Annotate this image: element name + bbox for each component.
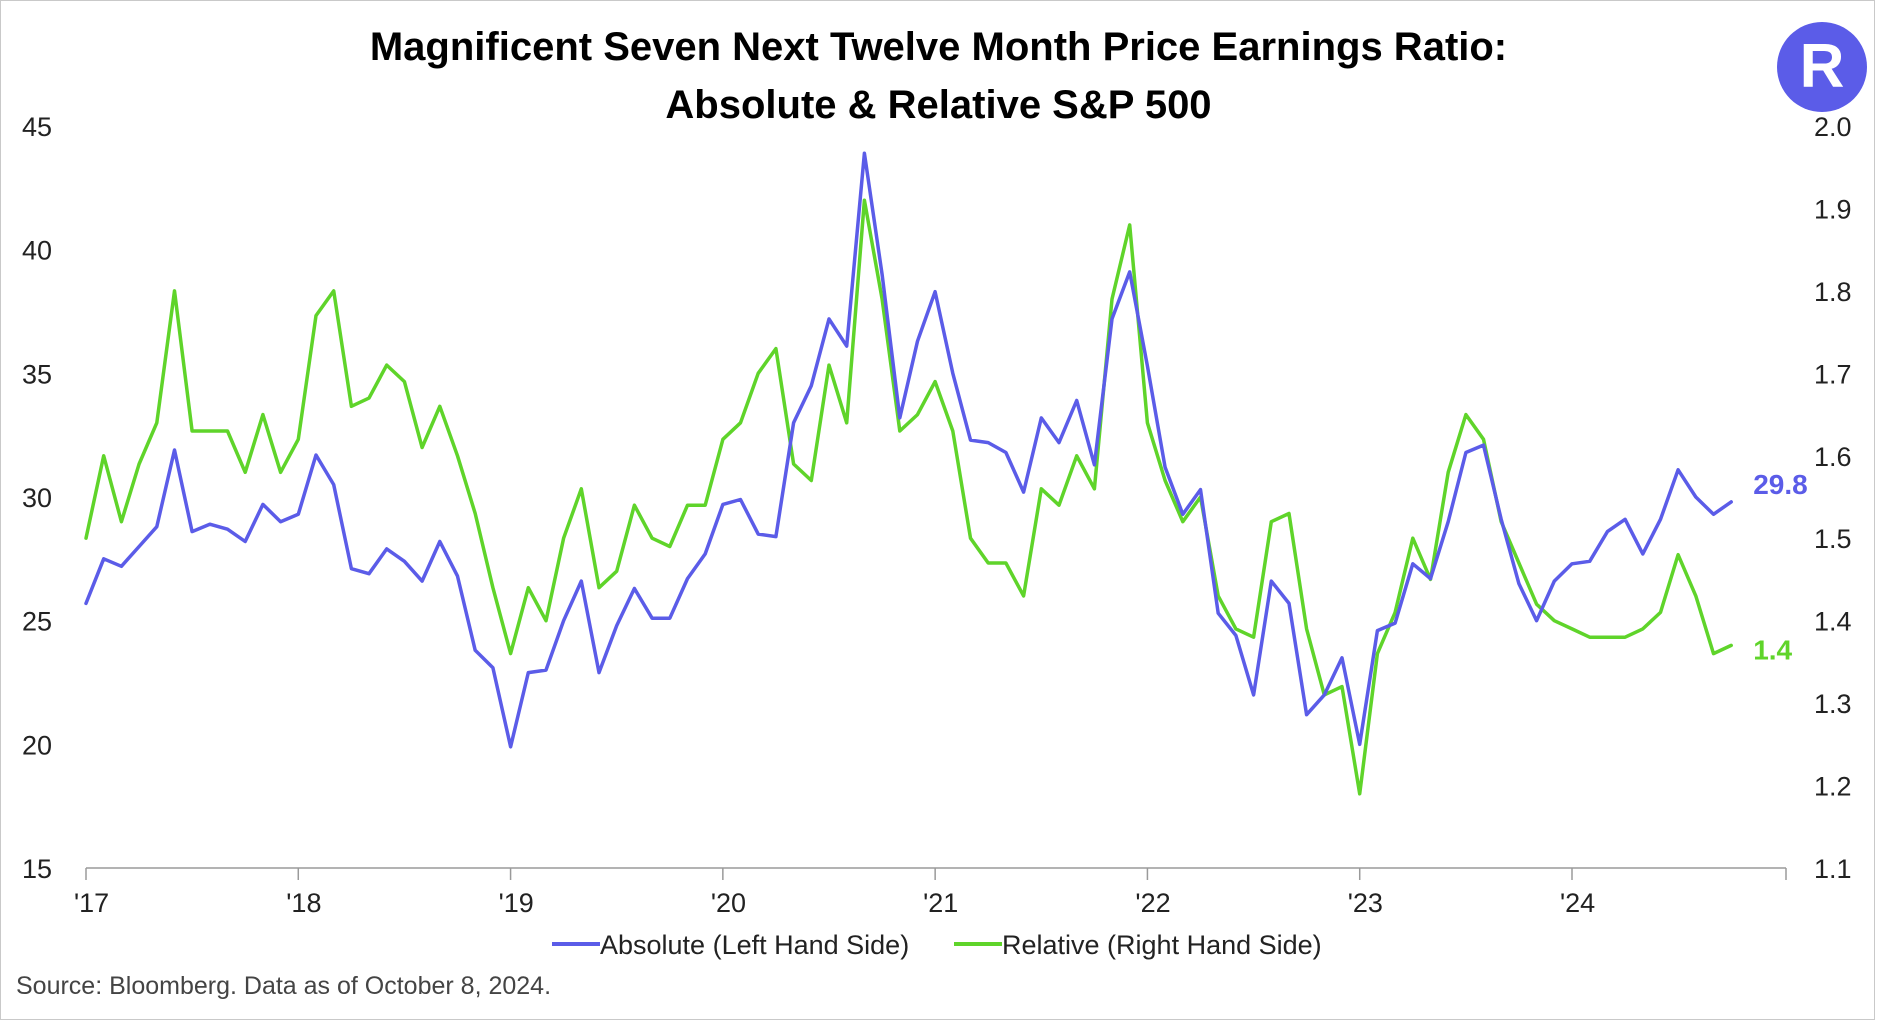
y-left-tick-label: 35 bbox=[22, 359, 52, 389]
y-right-tick-label: 1.6 bbox=[1814, 442, 1852, 472]
x-tick-label: '22 bbox=[1135, 888, 1170, 918]
x-tick-label: '17 bbox=[74, 888, 109, 918]
y-right-tick-label: 1.3 bbox=[1814, 689, 1852, 719]
line-chart: '17 '18 '19 '20 '21 '22 '23 '24 15 20 25 30 35 40 45 1.… bbox=[22, 112, 1852, 960]
y-left-tick-label: 20 bbox=[22, 730, 52, 760]
end-label-absolute: 29.8 bbox=[1753, 469, 1808, 500]
y-right-tick-label: 1.7 bbox=[1814, 359, 1852, 389]
y-right-tick-label: 1.2 bbox=[1814, 772, 1852, 802]
y-left-tick-label: 25 bbox=[22, 607, 52, 637]
y-left-tick-label: 30 bbox=[22, 483, 52, 513]
x-tick-label: '18 bbox=[286, 888, 321, 918]
y-right-tick-label: 2.0 bbox=[1814, 112, 1852, 142]
series-line-absolute bbox=[84, 151, 1733, 749]
chart-title-line-2: Absolute & Relative S&P 500 bbox=[665, 83, 1212, 127]
source-note: Source: Bloomberg. Data as of October 8,… bbox=[16, 972, 552, 1000]
x-tick-label: '20 bbox=[711, 888, 746, 918]
end-label-relative: 1.4 bbox=[1753, 634, 1792, 665]
x-tick-label: '24 bbox=[1560, 888, 1595, 918]
series-line-relative bbox=[84, 198, 1733, 796]
y-right-tick-label: 1.4 bbox=[1814, 607, 1852, 637]
y-right-tick-label: 1.5 bbox=[1814, 524, 1852, 554]
y-right-tick-label: 1.8 bbox=[1814, 277, 1852, 307]
y-right-tick-label: 1.9 bbox=[1814, 194, 1852, 224]
y-left-tick-label: 40 bbox=[22, 236, 52, 266]
brand-logo-icon: R bbox=[1777, 22, 1867, 112]
chart-title-line-1: Magnificent Seven Next Twelve Month Pric… bbox=[369, 25, 1508, 69]
y-right-tick-label: 1.1 bbox=[1814, 854, 1852, 884]
legend-item-relative-label: Relative (Right Hand Side) bbox=[1002, 930, 1322, 960]
x-tick-label: '23 bbox=[1348, 888, 1383, 918]
y-left-tick-label: 45 bbox=[22, 112, 52, 142]
y-left-tick-label: 15 bbox=[22, 854, 52, 884]
x-tick-label: '19 bbox=[499, 888, 534, 918]
legend-item-absolute-label: Absolute (Left Hand Side) bbox=[600, 930, 909, 960]
x-tick-label: '21 bbox=[923, 888, 958, 918]
